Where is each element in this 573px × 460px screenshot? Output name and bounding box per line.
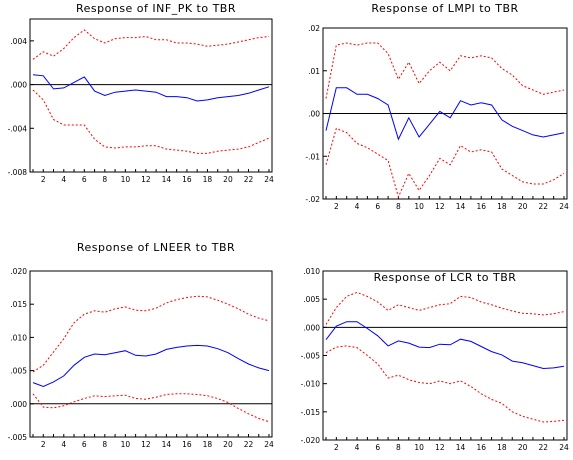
y-tick-label: .000 (303, 323, 320, 332)
chart-title: Response of LCR to TBR (374, 271, 517, 284)
chart-title: Response of INF_PK to TBR (76, 2, 236, 15)
series-lower-line (325, 345, 565, 423)
x-tick-label: 2 (41, 440, 46, 449)
x-tick-label: 4 (61, 175, 66, 184)
x-tick-label: 18 (203, 440, 213, 449)
series-upper-line (32, 295, 270, 373)
x-tick-label: 6 (82, 175, 87, 184)
x-tick-label: 8 (102, 440, 107, 449)
x-tick-label: 6 (375, 202, 380, 211)
x-tick-label: 12 (141, 175, 151, 184)
plot-frame (29, 270, 273, 438)
x-tick-label: 2 (41, 175, 46, 184)
x-tick-label: 16 (476, 202, 486, 211)
series-upper-line (325, 42, 565, 99)
x-tick-label: 12 (141, 440, 151, 449)
series-upper-line (325, 291, 565, 325)
y-tick-label: .005 (10, 367, 27, 376)
y-tick-label: .015 (10, 300, 27, 309)
x-tick-label: 6 (82, 440, 87, 449)
y-tick-label: .004 (10, 37, 27, 46)
y-tick-label: -.02 (305, 195, 320, 204)
y-tick-label: -.008 (8, 168, 28, 177)
y-tick-label: .020 (10, 267, 27, 276)
x-tick-label: 10 (414, 443, 424, 452)
chart-title: Response of LNEER to TBR (77, 241, 235, 254)
y-tick-label: .01 (308, 67, 320, 76)
x-tick-label: 16 (182, 175, 192, 184)
x-tick-label: 10 (121, 175, 131, 184)
x-tick-label: 2 (334, 202, 339, 211)
x-tick-label: 20 (518, 443, 528, 452)
series-response-line (32, 74, 270, 102)
y-tick-label: -.005 (8, 433, 28, 442)
plot-frame (29, 18, 273, 173)
x-tick-label: 16 (182, 440, 192, 449)
x-tick-label: 24 (559, 202, 569, 211)
series-response-line (32, 344, 270, 388)
y-tick-label: .010 (10, 333, 27, 342)
x-tick-label: 2 (334, 443, 339, 452)
x-tick-label: 20 (518, 202, 528, 211)
x-tick-label: 10 (414, 202, 424, 211)
y-tick-label: .000 (10, 81, 27, 90)
x-tick-label: 12 (435, 443, 445, 452)
panel-lmpi: Response of LMPI to TBR .02 .01 .00 -.01 -.0… (305, 2, 569, 211)
series-response-line (325, 87, 565, 141)
x-tick-label: 20 (223, 175, 233, 184)
panel-inf-pk: Response of INF_PK to TBR .004 .000 -.004 -… (8, 2, 274, 184)
x-tick-label: 18 (497, 202, 507, 211)
y-tick-label: -.01 (305, 152, 320, 161)
x-tick-label: 10 (121, 440, 131, 449)
x-tick-label: 4 (355, 202, 360, 211)
y-tick-label: -.005 (301, 352, 321, 361)
y-tick-label: -.004 (8, 124, 28, 133)
y-tick-label: .02 (308, 24, 320, 33)
x-tick-label: 14 (456, 443, 466, 452)
x-tick-label: 24 (264, 175, 274, 184)
y-tick-label: .010 (303, 267, 320, 276)
x-tick-label: 8 (396, 443, 401, 452)
x-tick-label: 20 (223, 440, 233, 449)
x-tick-label: 6 (375, 443, 380, 452)
x-tick-label: 8 (102, 175, 107, 184)
panel-lcr: Response of LCR to TBR .010 .005 .000 -.005… (301, 267, 569, 452)
x-tick-label: 18 (203, 175, 213, 184)
x-tick-label: 22 (539, 202, 549, 211)
series-response-line (325, 321, 565, 370)
x-tick-label: 4 (355, 443, 360, 452)
x-tick-label: 8 (396, 202, 401, 211)
y-tick-label: .005 (303, 295, 320, 304)
x-tick-label: 4 (61, 440, 66, 449)
y-tick-label: -.020 (301, 436, 321, 445)
x-tick-label: 24 (559, 443, 569, 452)
x-tick-label: 12 (435, 202, 445, 211)
chart-title: Response of LMPI to TBR (371, 2, 518, 15)
y-tick-label: .000 (10, 400, 27, 409)
x-tick-label: 14 (162, 175, 172, 184)
x-tick-label: 22 (244, 175, 254, 184)
x-tick-label: 14 (162, 440, 172, 449)
x-tick-label: 22 (539, 443, 549, 452)
series-lower-line (32, 89, 270, 154)
x-tick-label: 22 (244, 440, 254, 449)
x-tick-label: 16 (476, 443, 486, 452)
x-tick-label: 24 (264, 440, 274, 449)
y-tick-label: -.010 (301, 380, 321, 389)
y-tick-label: -.015 (301, 408, 321, 417)
x-tick-label: 18 (497, 443, 507, 452)
series-lower-line (32, 393, 270, 423)
y-tick-label: .00 (308, 110, 320, 119)
panel-lneer: Response of LNEER to TBR .020 .015 .010 .00… (8, 241, 274, 449)
series-upper-line (32, 29, 270, 60)
series-lower-line (325, 127, 565, 199)
x-tick-label: 14 (456, 202, 466, 211)
plot-frame (322, 270, 568, 441)
